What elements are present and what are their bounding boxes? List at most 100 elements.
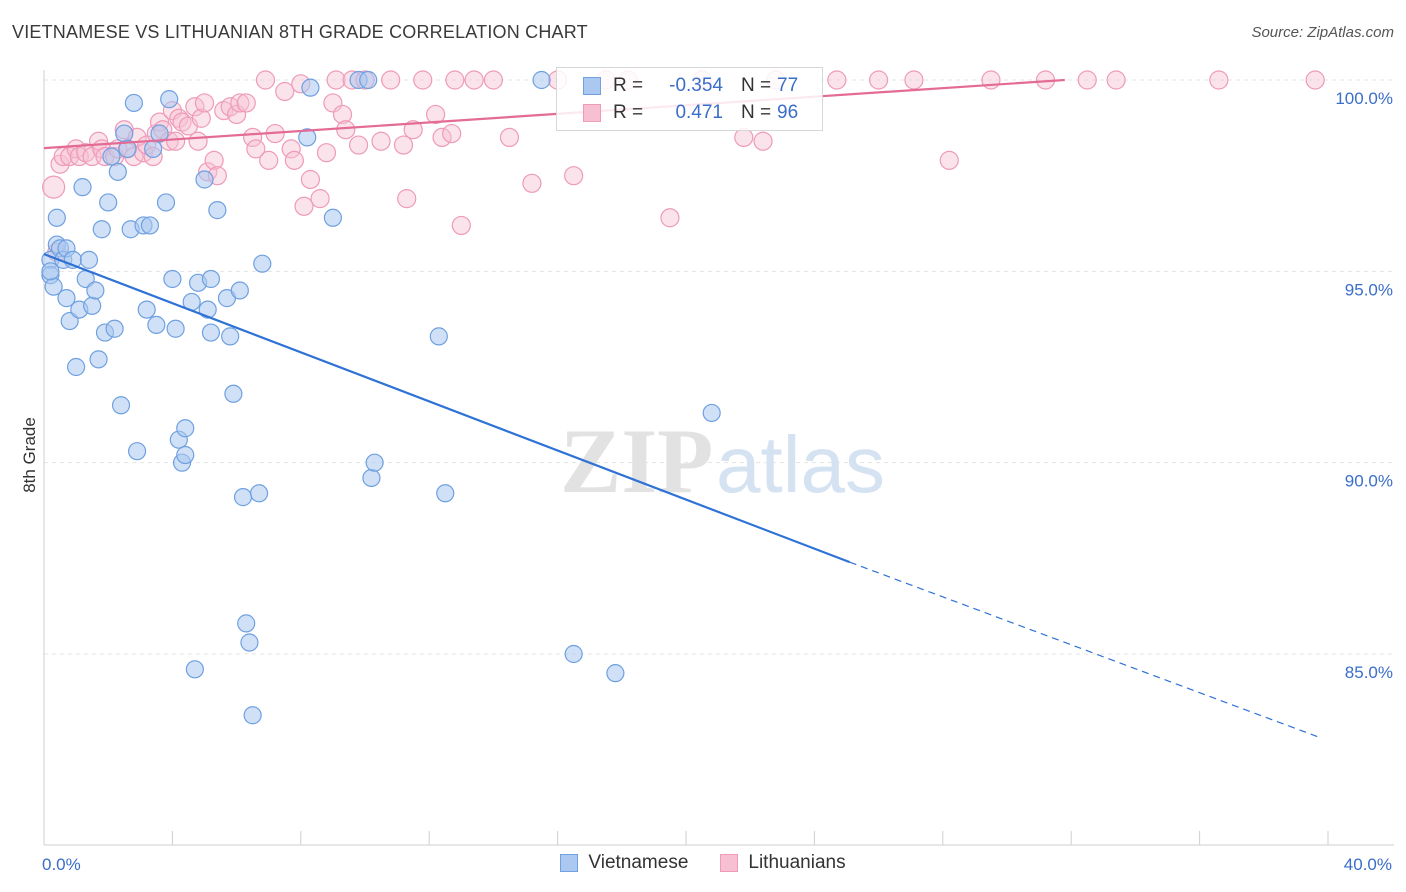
- legend-item-vietnamese[interactable]: Vietnamese: [560, 852, 688, 874]
- lithuanian-point: [294, 196, 314, 216]
- vietnamese-point: [240, 633, 259, 652]
- vietnamese-points: [41, 70, 721, 725]
- vietnamese-point: [156, 193, 176, 212]
- vietnamese-point: [208, 201, 227, 220]
- vietnamese-point: [86, 281, 105, 300]
- lithuanian-trend-line: [43, 78, 1065, 150]
- lithuanian-point: [426, 104, 446, 125]
- vietnamese-point: [137, 300, 156, 319]
- vietnamese-point: [198, 300, 217, 319]
- vietnamese-point: [176, 445, 195, 465]
- lithuanian-point: [336, 120, 356, 140]
- watermark-atlas: atlas: [716, 420, 885, 509]
- vietnamese-point: [436, 484, 455, 503]
- vietnamese-trend-extension: [849, 561, 1322, 739]
- lithuanian-point: [220, 97, 240, 117]
- vietnamese-point: [92, 220, 111, 239]
- lithuanian-point: [348, 135, 369, 155]
- vietnamese-point: [118, 139, 137, 158]
- lithuanian-point: [904, 70, 924, 90]
- lithuanian-point: [326, 70, 346, 90]
- lithuanian-point: [166, 131, 186, 151]
- correlation-legend: R = -0.354 N = 77 R = 0.471 N = 96: [556, 67, 823, 131]
- x-tick-label-min: 0.0%: [42, 855, 81, 874]
- lithuanian-point: [281, 139, 301, 159]
- vietnamese-point: [150, 124, 169, 143]
- vietnamese-point: [57, 289, 76, 308]
- vietnamese-point: [532, 70, 551, 90]
- vietnamese-point: [83, 296, 102, 315]
- lithuanian-point: [734, 127, 754, 147]
- lithuanian-point: [753, 131, 773, 151]
- vietnamese-point: [224, 384, 243, 403]
- vietnamese-point: [237, 614, 256, 633]
- lithuanian-point: [1305, 70, 1325, 90]
- lithuanian-point: [564, 166, 584, 186]
- lithuanian-point: [1106, 70, 1126, 90]
- vietnamese-point: [185, 660, 204, 679]
- vietnamese-trend-line: [43, 253, 851, 564]
- lithuanian-point: [255, 70, 276, 90]
- legend-swatch-lithuanians: [720, 854, 739, 872]
- lithuanian-point: [1077, 70, 1097, 90]
- legend-swatch-vietnamese: [583, 77, 601, 95]
- vietnamese-point: [201, 323, 221, 342]
- chart-source: Source: ZipAtlas.com: [1251, 24, 1394, 41]
- vietnamese-point: [243, 706, 262, 725]
- watermark: ZIP atlas: [560, 410, 885, 512]
- vietnamese-point: [249, 484, 269, 503]
- vietnamese-point: [301, 78, 320, 97]
- lithuanian-point: [246, 139, 266, 159]
- vietnamese-point: [233, 488, 253, 507]
- legend-r-value: 0.471: [675, 102, 723, 123]
- vietnamese-point: [160, 90, 179, 109]
- legend-r-label: R =: [613, 102, 644, 123]
- lithuanian-point: [316, 143, 337, 163]
- vietnamese-point: [163, 269, 182, 289]
- lithuanian-point: [660, 208, 680, 228]
- legend-item-lithuanians[interactable]: Lithuanians: [720, 852, 846, 874]
- lithuanian-point: [191, 108, 211, 128]
- lithuanian-point: [403, 120, 423, 140]
- lithuanian-point: [397, 189, 417, 209]
- vietnamese-point: [127, 442, 147, 461]
- lithuanian-point: [310, 189, 330, 209]
- legend-n-value: 96: [777, 102, 799, 123]
- vietnamese-point: [230, 281, 249, 300]
- vietnamese-point: [140, 216, 160, 235]
- series-legend: Vietnamese Lithuanians: [0, 852, 1406, 874]
- legend-r-label: R =: [613, 75, 644, 96]
- legend-n-label: N =: [741, 75, 772, 96]
- lithuanian-point: [464, 70, 484, 90]
- vietnamese-point: [115, 124, 134, 143]
- vietnamese-point: [564, 644, 583, 664]
- legend-r-value: -0.354: [669, 75, 723, 96]
- lithuanian-point: [300, 169, 321, 190]
- vietnamese-point: [105, 319, 124, 338]
- vietnamese-point: [359, 70, 378, 90]
- lithuanian-point: [381, 70, 401, 90]
- vietnamese-point: [66, 357, 86, 377]
- vietnamese-point: [124, 93, 143, 113]
- vietnamese-point: [147, 315, 166, 335]
- legend-row-lithuanian: R = 0.471 N = 96: [583, 100, 798, 126]
- lithuanian-point: [204, 150, 224, 170]
- axes: [43, 70, 1394, 846]
- vietnamese-point: [99, 193, 118, 212]
- vietnamese-point: [102, 147, 121, 166]
- legend-n-label: N =: [741, 102, 772, 123]
- lithuanian-point: [194, 93, 215, 113]
- chart-title: VIETNAMESE VS LITHUANIAN 8TH GRADE CORRE…: [12, 22, 588, 42]
- lithuanian-point: [939, 150, 959, 170]
- y-tick-label: 95.0%: [1345, 280, 1393, 299]
- lithuanian-point: [371, 131, 391, 151]
- trend-lines: [43, 78, 1322, 739]
- lithuanian-point: [827, 70, 847, 90]
- vietnamese-point: [176, 419, 195, 438]
- vietnamese-point: [47, 208, 66, 227]
- lithuanian-point: [275, 81, 295, 102]
- lithuanian-point: [483, 70, 503, 90]
- lithuanian-point: [499, 127, 520, 147]
- vietnamese-point: [606, 664, 625, 683]
